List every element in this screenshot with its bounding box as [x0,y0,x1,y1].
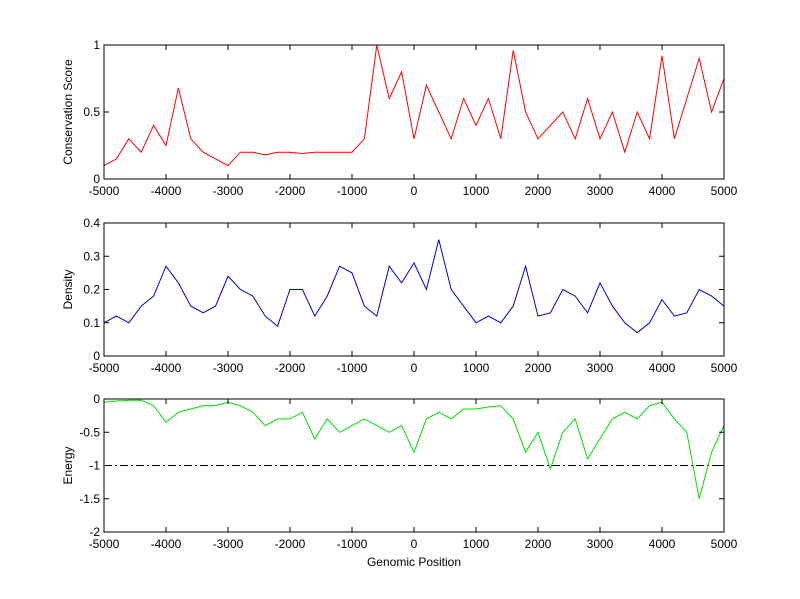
x-tick-label: 5000 [711,184,738,198]
x-tick-label: 5000 [711,537,738,551]
y-tick-label: 0 [93,349,100,363]
y-tick-label: 0 [93,172,100,186]
data-line [103,399,725,499]
x-tick-label: -1000 [337,184,368,198]
x-tick-label: 3000 [587,361,614,375]
x-tick-label: -4000 [151,184,182,198]
x-tick-label: -4000 [151,361,182,375]
data-line [103,44,725,167]
y-tick-label: 1 [93,38,100,52]
y-tick-label: -1.5 [79,492,100,506]
y-axis-label: Conservation Score [61,59,75,165]
x-tick-label: 2000 [525,184,552,198]
x-tick-label: 3000 [587,184,614,198]
x-tick-label: 1000 [463,184,490,198]
x-tick-label: 5000 [711,361,738,375]
x-tick-label: -2000 [275,184,306,198]
x-tick-label: -2000 [275,537,306,551]
x-tick-label: 2000 [525,361,552,375]
x-tick-label: -5000 [89,537,120,551]
x-tick-label: 0 [411,361,418,375]
x-tick-label: 3000 [587,537,614,551]
x-tick-label: -4000 [151,537,182,551]
x-tick-label: -3000 [213,537,244,551]
x-tick-label: 1000 [463,537,490,551]
y-tick-label: -2 [89,525,100,539]
y-tick-label: 0 [93,392,100,406]
y-tick-label: 0.2 [83,283,100,297]
data-line [103,239,725,334]
y-tick-label: -0.5 [79,425,100,439]
x-tick-label: -3000 [213,361,244,375]
x-tick-label: 4000 [649,361,676,375]
y-tick-label: 0.1 [83,316,100,330]
x-tick-label: -3000 [213,184,244,198]
y-axis-label: Energy [61,446,75,484]
x-tick-label: 0 [411,537,418,551]
plot-area [104,45,724,179]
x-tick-label: -2000 [275,361,306,375]
y-axis-label: Density [61,269,75,309]
x-tick-label: -1000 [337,537,368,551]
x-tick-label: 4000 [649,537,676,551]
y-tick-label: 0.4 [83,216,100,230]
plot-area [104,223,724,356]
x-tick-label: 1000 [463,361,490,375]
y-tick-label: 0.3 [83,249,100,263]
x-tick-label: -1000 [337,361,368,375]
y-tick-label: -1 [89,459,100,473]
x-tick-label: 0 [411,184,418,198]
x-tick-label: -5000 [89,184,120,198]
x-axis-label: Genomic Position [367,555,461,569]
x-tick-label: 2000 [525,537,552,551]
x-tick-label: -5000 [89,361,120,375]
y-tick-label: 0.5 [83,105,100,119]
x-tick-label: 4000 [649,184,676,198]
